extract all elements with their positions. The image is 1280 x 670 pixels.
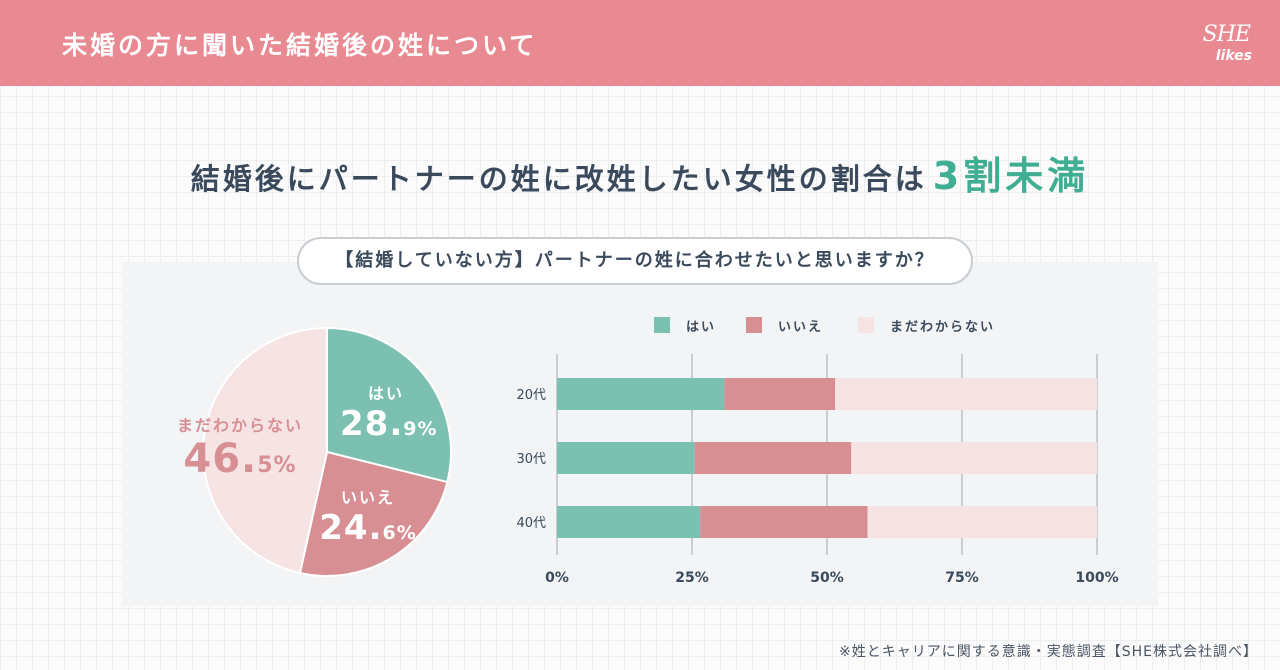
page-title: 未婚の方に聞いた結婚後の姓について: [62, 31, 538, 60]
legend-label-unsure: まだわからない: [890, 319, 996, 335]
pie-label-unsure-int: 46.: [183, 436, 258, 482]
legend-item-unsure: まだわからない: [858, 316, 996, 335]
y-category-label: 20代: [516, 388, 546, 403]
bar-segment-unsure: [835, 378, 1097, 410]
source-note: ※姓とキャリアに関する意識・実態調査【SHE株式会社調べ】: [839, 644, 1258, 660]
legend-swatch-yes: [654, 317, 670, 333]
x-tick-label: 75%: [945, 570, 979, 586]
legend-item-no: いいえ: [746, 316, 824, 335]
pie-label-no-name: いいえ: [340, 488, 395, 507]
legend-swatch-unsure: [858, 317, 874, 333]
legend-label-no: いいえ: [778, 319, 824, 335]
bar-segment-yes: [557, 506, 701, 538]
x-tick-label: 100%: [1075, 570, 1118, 586]
x-tick-label: 25%: [675, 570, 709, 586]
bar-segment-no: [694, 442, 852, 474]
x-tick-label: 0%: [545, 570, 569, 586]
pie-label-yes: はい 28.9%: [340, 380, 436, 444]
headline: 結婚後にパートナーの姓に改姓したい女性の割合は 3割未満: [0, 145, 1280, 200]
pie-label-no-dec: 6%: [382, 522, 417, 544]
headline-text: 結婚後にパートナーの姓に改姓したい女性の割合は: [190, 162, 927, 196]
y-category-label: 40代: [516, 516, 546, 531]
legend-item-yes: はい: [654, 316, 717, 335]
legend-label-yes: はい: [686, 319, 717, 335]
pie-label-yes-name: はい: [367, 384, 404, 403]
logo-sub-text: likes: [1215, 48, 1252, 64]
x-tick-label: 50%: [810, 570, 844, 586]
pie-slice-no: [298, 450, 449, 577]
pie-slice-unsure: [202, 326, 328, 575]
pie-label-no-int: 24.: [319, 508, 383, 548]
bar-segment-unsure: [851, 442, 1097, 474]
pie-label-unsure-name: まだわからない: [176, 416, 303, 435]
y-category-label: 30代: [516, 452, 546, 467]
pie-label-yes-dec: 9%: [403, 418, 438, 440]
she-likes-logo[interactable]: SHE likes: [1194, 20, 1258, 72]
pie-label-no: いいえ 24.6%: [318, 484, 418, 548]
bar-segment-yes: [557, 378, 725, 410]
pie-slice-yes: [326, 326, 452, 484]
bar-segment-yes: [557, 442, 695, 474]
bar-segment-no: [724, 378, 836, 410]
pie-label-yes-int: 28.: [340, 404, 404, 444]
pie-label-unsure-dec: 5%: [257, 453, 297, 478]
bar-segment-no: [700, 506, 868, 538]
survey-question: 【結婚していない方】パートナーの姓に合わせたいと思いますか？: [297, 237, 973, 285]
legend-swatch-no: [746, 317, 762, 333]
header-bar: 未婚の方に聞いた結婚後の姓について SHE likes: [0, 0, 1280, 86]
headline-accent: 3割未満: [932, 154, 1090, 198]
pie-label-unsure: まだわからない 46.5%: [170, 412, 310, 482]
logo-main-text: SHE: [1202, 22, 1251, 47]
bar-segment-unsure: [867, 506, 1097, 538]
